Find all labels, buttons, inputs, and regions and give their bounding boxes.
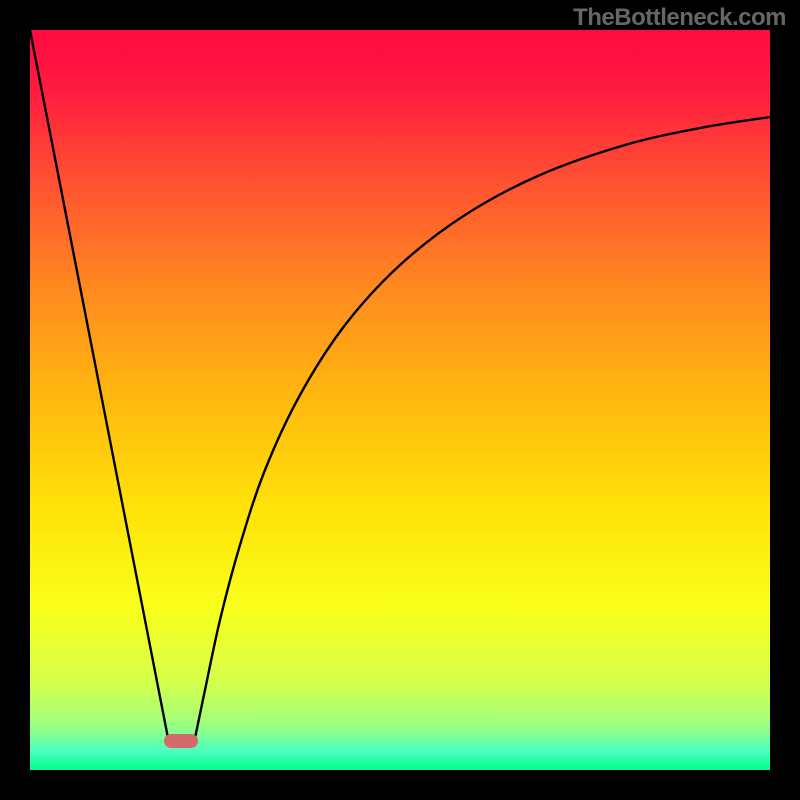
chart-svg xyxy=(0,0,800,800)
watermark-text: TheBottleneck.com xyxy=(573,4,786,32)
chart-container: TheBottleneck.com xyxy=(0,0,800,800)
